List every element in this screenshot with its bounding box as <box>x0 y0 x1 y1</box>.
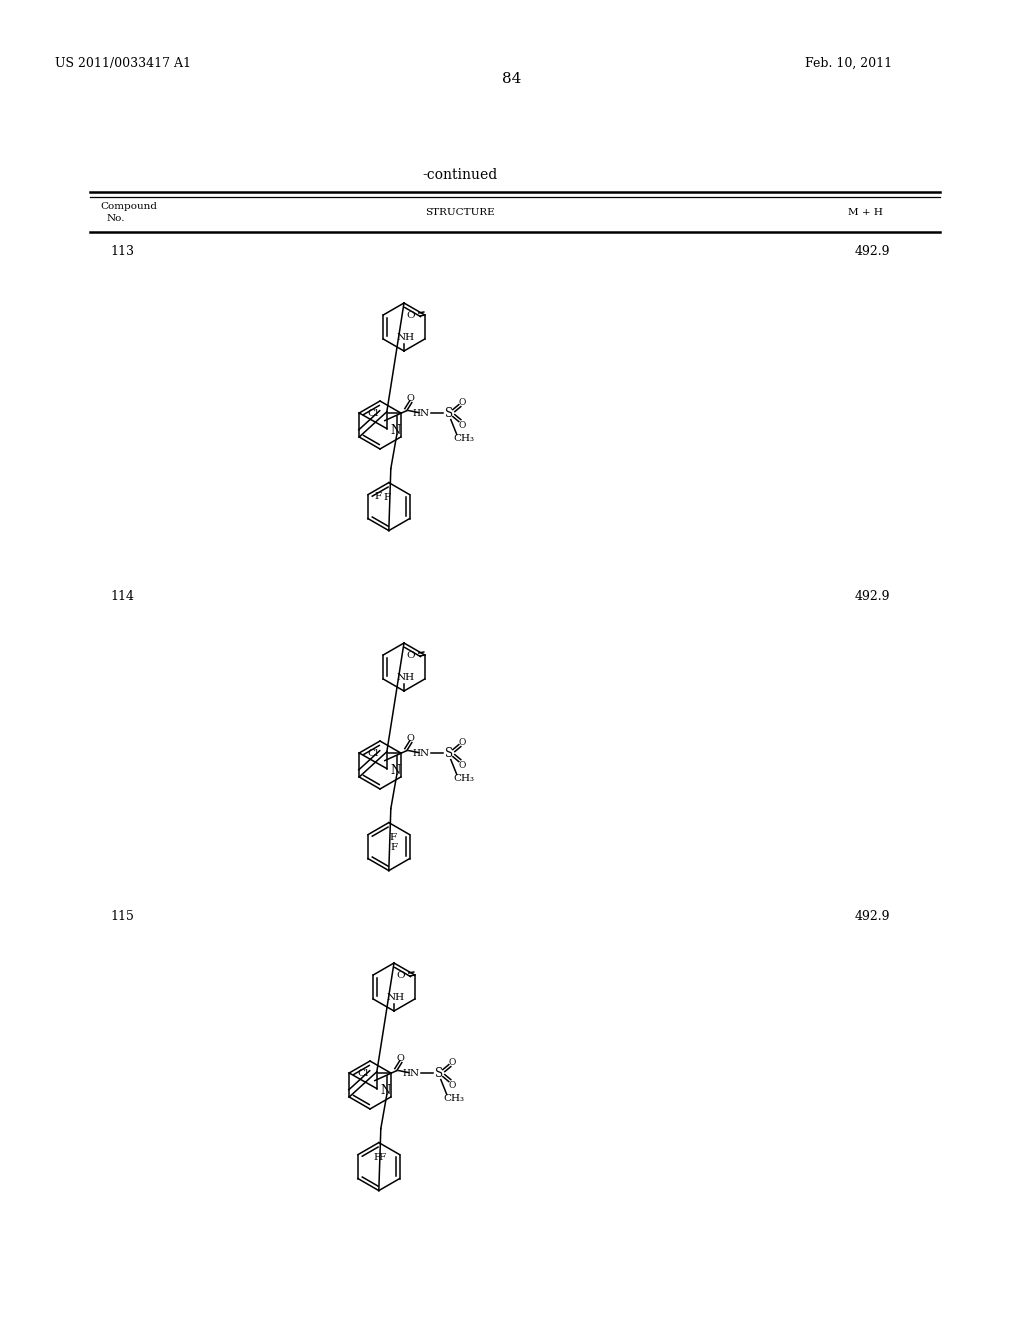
Text: O: O <box>458 738 466 747</box>
Text: NH: NH <box>397 333 415 342</box>
Text: O: O <box>407 395 415 403</box>
Text: Feb. 10, 2011: Feb. 10, 2011 <box>805 57 892 70</box>
Text: No.: No. <box>106 214 126 223</box>
Text: N: N <box>410 1069 419 1078</box>
Text: F: F <box>389 833 396 842</box>
Text: N: N <box>391 424 401 437</box>
Text: 115: 115 <box>110 909 134 923</box>
Text: NH: NH <box>397 672 415 681</box>
Text: NH: NH <box>387 993 406 1002</box>
Text: O: O <box>449 1081 456 1090</box>
Text: 492.9: 492.9 <box>855 246 891 257</box>
Text: Cl: Cl <box>368 409 379 418</box>
Text: CH₃: CH₃ <box>454 774 475 783</box>
Text: S: S <box>444 407 453 420</box>
Text: 84: 84 <box>503 73 521 86</box>
Text: O: O <box>407 734 415 743</box>
Text: F: F <box>374 1152 380 1162</box>
Text: F: F <box>383 492 390 502</box>
Text: 492.9: 492.9 <box>855 590 891 603</box>
Text: 114: 114 <box>110 590 134 603</box>
Text: S: S <box>435 1067 442 1080</box>
Text: Cl: Cl <box>357 1069 369 1078</box>
Text: M + H: M + H <box>848 209 883 216</box>
Text: N: N <box>391 764 401 777</box>
Text: STRUCTURE: STRUCTURE <box>425 209 495 216</box>
Text: CH₃: CH₃ <box>454 434 475 444</box>
Text: O: O <box>458 421 466 430</box>
Text: O: O <box>407 652 415 660</box>
Text: US 2011/0033417 A1: US 2011/0033417 A1 <box>55 57 191 70</box>
Text: CH₃: CH₃ <box>443 1094 465 1104</box>
Text: N: N <box>419 409 428 418</box>
Text: S: S <box>444 747 453 760</box>
Text: O: O <box>458 762 466 770</box>
Text: O: O <box>449 1059 456 1067</box>
Text: N: N <box>419 750 428 758</box>
Text: H: H <box>413 409 421 418</box>
Text: 492.9: 492.9 <box>855 909 891 923</box>
Text: Cl: Cl <box>368 750 379 759</box>
Text: F: F <box>374 492 381 502</box>
Text: H: H <box>402 1069 411 1078</box>
Text: O: O <box>397 1055 404 1063</box>
Text: H: H <box>413 750 421 758</box>
Text: O: O <box>396 972 406 981</box>
Text: Compound: Compound <box>100 202 157 211</box>
Text: O: O <box>458 399 466 407</box>
Text: F: F <box>390 842 397 851</box>
Text: 113: 113 <box>110 246 134 257</box>
Text: N: N <box>381 1084 391 1097</box>
Text: O: O <box>407 312 415 321</box>
Text: -continued: -continued <box>422 168 498 182</box>
Text: F: F <box>379 1154 386 1162</box>
